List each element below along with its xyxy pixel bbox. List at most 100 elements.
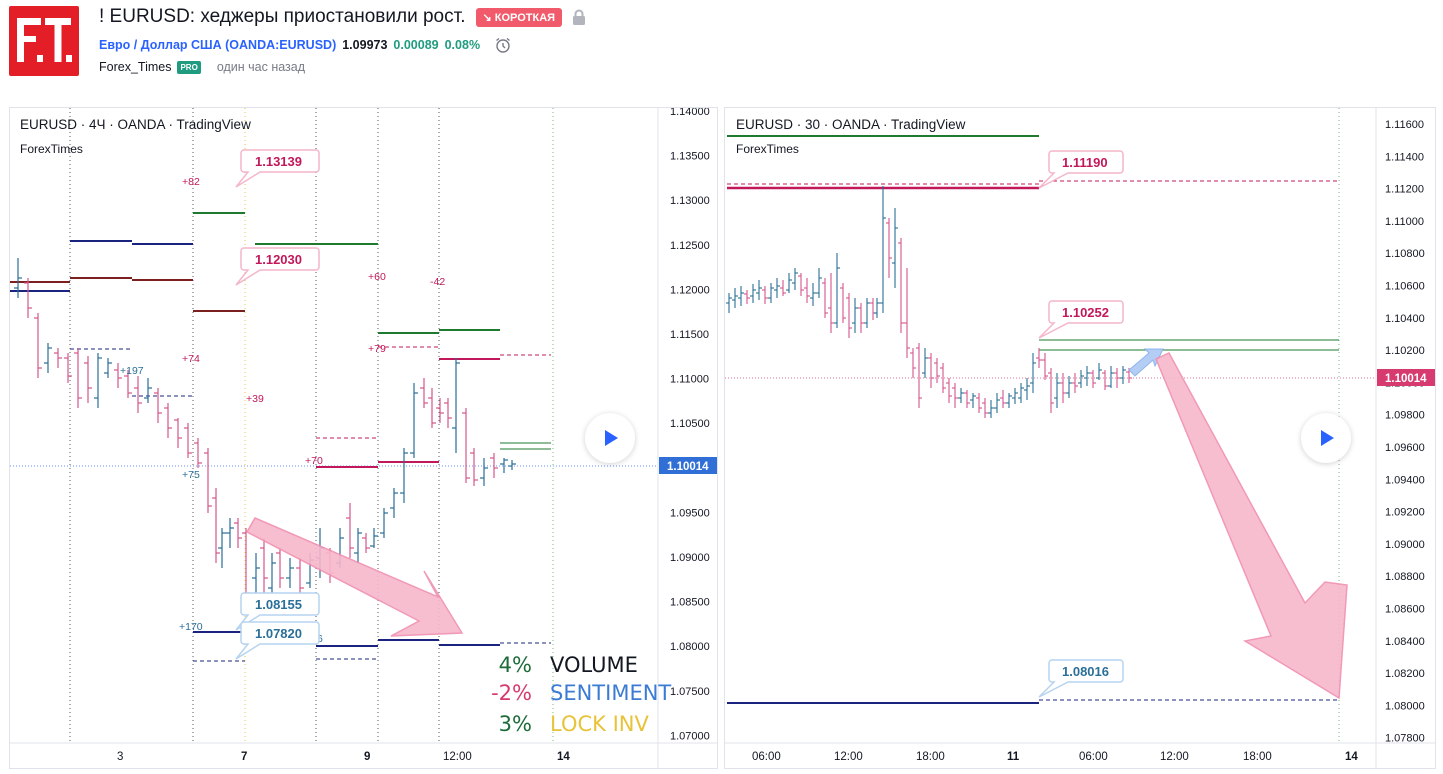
price-tick: 1.09000 [670, 552, 710, 564]
level-label: +60 [368, 271, 386, 283]
price-tick: 1.11500 [670, 329, 709, 341]
symbol-price: 1.09973 [342, 38, 388, 52]
ohlc-bar [756, 280, 762, 300]
stat-row-lock-inv: 3% LOCK INV [490, 712, 649, 736]
callout-price: 1.08016 [1062, 664, 1109, 679]
symbol-change: 0.00089 [393, 38, 439, 52]
ohlc-bar [64, 353, 72, 383]
left-chart-svg: +82 +74 +197 +75 +39 +60 -42 +79 +70 +17… [10, 108, 717, 768]
ohlc-bar [114, 363, 122, 388]
ohlc-bar [958, 388, 964, 403]
price-tick: 1.10200 [1385, 345, 1425, 357]
right-candles [726, 186, 1132, 418]
forextimes-logo[interactable] [9, 6, 79, 76]
ohlc-bar [1000, 390, 1006, 408]
ohlc-bar [858, 303, 864, 333]
price-tick: 1.08400 [1385, 636, 1425, 648]
author-name[interactable]: Forex_Times [99, 60, 172, 74]
ohlc-bar [916, 343, 922, 408]
ohlc-bar [184, 423, 192, 458]
ohlc-bar [124, 370, 132, 398]
ohlc-bar [194, 438, 202, 468]
ohlc-bar [1072, 373, 1078, 393]
time-tick: 06:00 [1079, 751, 1108, 763]
right-chart-panel[interactable]: 1.11190 1.10252 1.08016 1.11600 1.11400 1.… [724, 107, 1436, 769]
level-label: +70 [305, 455, 323, 467]
ohlc-bar [940, 363, 946, 393]
ohlc-bar [362, 533, 370, 553]
stat-label: SENTIMENT [550, 681, 672, 705]
ohlc-bar [410, 383, 418, 458]
ohlc-bar [226, 518, 234, 548]
price-tick: 1.10600 [1385, 281, 1425, 293]
ohlc-bar [252, 553, 260, 598]
price-tick: 1.08500 [670, 597, 710, 609]
symbol-link[interactable]: Евро / Доллар США (OANDA:EURUSD) [99, 38, 337, 52]
ohlc-bar [94, 353, 102, 408]
ohlc-bar [174, 418, 182, 448]
ohlc-bar [1108, 366, 1114, 388]
ohlc-bar [34, 313, 42, 378]
short-badge: ↘ КОРОТКАЯ [475, 7, 563, 27]
callout-price: 1.13139 [255, 154, 302, 169]
ohlc-bar [762, 286, 768, 304]
price-tick: 1.08000 [1385, 700, 1425, 712]
play-button[interactable] [1301, 413, 1351, 463]
ohlc-bar [490, 453, 498, 478]
ohlc-bar [870, 298, 876, 320]
ohlc-bar [726, 293, 732, 313]
idea-title: ! EURUSD: хеджеры приостановили рост. [99, 6, 466, 27]
current-price-tag [659, 457, 717, 474]
ohlc-bar [1024, 378, 1030, 400]
time-tick: 7 [241, 751, 247, 763]
ohlc-bar [286, 558, 294, 588]
callout-price: 1.11190 [1062, 155, 1108, 170]
level-label: +74 [182, 353, 200, 365]
price-tick: 1.07800 [1385, 733, 1425, 745]
ohlc-bar [892, 208, 898, 288]
price-tick: 1.10400 [1385, 313, 1425, 325]
time-tick: 12:00 [834, 751, 863, 763]
ohlc-bar [780, 280, 786, 296]
ohlc-bar [44, 343, 52, 373]
price-tick: 1.12500 [670, 240, 710, 252]
left-down-arrow [245, 517, 464, 637]
ohlc-bar [154, 388, 162, 423]
price-tick: 1.09000 [1385, 539, 1425, 551]
play-icon [1321, 430, 1334, 446]
ohlc-bar [1036, 348, 1042, 368]
idea-header: ! EURUSD: хеджеры приостановили рост. ↘ … [0, 0, 1443, 100]
time-tick: 12:00 [1160, 751, 1189, 763]
right-chart-svg: 1.11190 1.10252 1.08016 1.11600 1.11400 1.… [725, 108, 1435, 768]
ohlc-bar [934, 358, 940, 383]
stat-pct: 3% [498, 712, 532, 736]
level-label: +197 [120, 365, 144, 377]
ohlc-bar [750, 284, 756, 303]
ohlc-bar [164, 403, 172, 438]
ohlc-bar [296, 558, 304, 593]
ohlc-bar [1018, 383, 1024, 403]
stat-label: LOCK INV [550, 712, 649, 736]
ohlc-bar [144, 378, 152, 403]
right-down-arrow [1155, 352, 1348, 700]
ohlc-bar [1012, 388, 1018, 404]
level-label: +82 [182, 176, 200, 188]
ohlc-bar [380, 508, 388, 538]
ohlc-bar [134, 376, 142, 413]
ohlc-bar [970, 393, 976, 408]
stat-pct: -2% [491, 681, 532, 705]
time-tick: 18:00 [1243, 751, 1272, 763]
alarm-clock-icon[interactable] [494, 36, 512, 54]
ohlc-bar [1078, 370, 1084, 388]
left-chart-panel[interactable]: +82 +74 +197 +75 +39 +60 -42 +79 +70 +17… [9, 107, 718, 769]
price-tick: 1.10800 [1385, 248, 1425, 260]
ohlc-bar [104, 358, 112, 378]
ohlc-bar [994, 393, 1000, 413]
ohlc-bar [470, 448, 478, 486]
ohlc-bar [880, 186, 886, 313]
play-icon [605, 430, 618, 446]
price-tick: 1.11000 [670, 374, 709, 386]
ohlc-bar [910, 348, 916, 378]
play-button[interactable] [585, 413, 635, 463]
ohlc-bar [846, 293, 852, 338]
